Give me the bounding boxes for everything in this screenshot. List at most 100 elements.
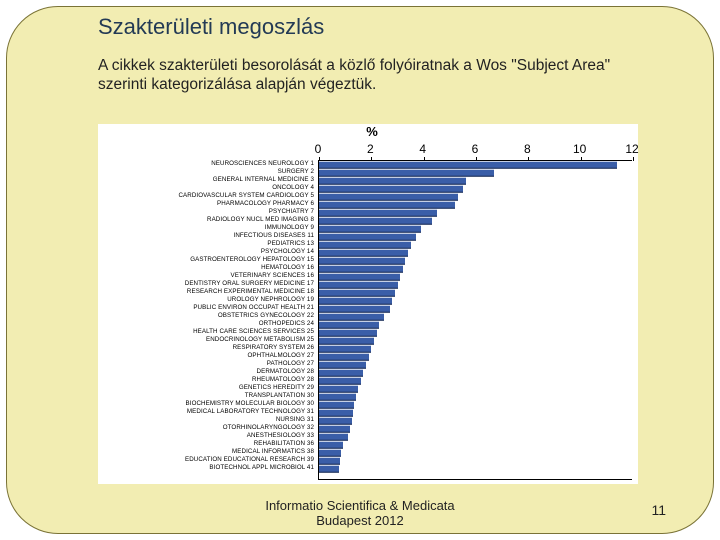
category-label: RHEUMATOLOGY 28 [252, 377, 314, 383]
category-label: BIOCHEMISTRY MOLECULAR BIOLOGY 30 [186, 401, 314, 407]
bar [319, 458, 340, 465]
tick-mark [424, 157, 425, 161]
category-labels: NEUROSCIENCES NEUROLOGY 1 SURGERY 2 GENERA… [98, 160, 316, 480]
category-label: ORTHOPEDICS 24 [259, 321, 314, 327]
tick-label: 6 [472, 142, 479, 156]
category-label: INFECTIOUS DISEASES 11 [234, 233, 314, 239]
chart: % 024681012 NEUROSCIENCES NEUROLOGY 1SUR… [98, 124, 638, 484]
bar [319, 378, 361, 385]
tick-mark [476, 157, 477, 161]
tick-mark [581, 157, 582, 161]
category-label: ENDOCRINOLOGY METABOLISM 25 [206, 337, 314, 343]
tick-label: 2 [367, 142, 374, 156]
bar [319, 298, 392, 305]
category-label: DENTISTRY ORAL SURGERY MEDICINE 17 [185, 281, 314, 287]
bar [319, 354, 369, 361]
bar [319, 426, 350, 433]
footer-line1: Informatio Scientifica & Medicata [265, 498, 454, 513]
category-label: OTORHINOLARYNGOLOGY 32 [223, 425, 314, 431]
tick-mark [528, 157, 529, 161]
tick-label: 0 [315, 142, 322, 156]
bar [319, 226, 421, 233]
category-label: MEDICAL INFORMATICS 38 [232, 449, 314, 455]
category-label: HEMATOLOGY 16 [261, 265, 314, 271]
category-label: PHARMACOLOGY PHARMACY 6 [217, 201, 314, 207]
bar [319, 394, 356, 401]
bar [319, 258, 405, 265]
category-label: CARDIOVASCULAR SYSTEM CARDIOLOGY 5 [178, 193, 314, 199]
tick-row: 024681012 [98, 142, 638, 156]
bar [319, 402, 354, 409]
category-label: PSYCHIATRY 7 [269, 209, 314, 215]
category-label: NURSING 31 [276, 417, 314, 423]
page-number: 11 [651, 502, 666, 518]
slide: Szakterületi megoszlás A cikkek szakterü… [0, 0, 720, 540]
bar [319, 346, 371, 353]
bar [319, 450, 341, 457]
category-label: RESPIRATORY SYSTEM 26 [233, 345, 314, 351]
category-label: OBSTETRICS GYNECOLOGY 22 [218, 313, 314, 319]
bar [319, 306, 390, 313]
category-label: REHABILITATION 36 [254, 441, 314, 447]
bar [319, 290, 395, 297]
bar [319, 322, 379, 329]
bar [319, 410, 353, 417]
bar [319, 210, 437, 217]
bar [319, 274, 400, 281]
category-label: HEALTH CARE SCIENCES SERVICES 25 [193, 329, 314, 335]
category-label: VETERINARY SCIENCES 16 [231, 273, 314, 279]
category-label: IMMUNOLOGY 9 [265, 225, 314, 231]
category-label: DERMATOLOGY 28 [257, 369, 314, 375]
footer-line2: Budapest 2012 [316, 513, 403, 528]
category-label: NEUROSCIENCES NEUROLOGY 1 [211, 161, 314, 167]
bar [319, 434, 348, 441]
subtitle: A cikkek szakterületi besorolását a közl… [98, 56, 618, 95]
category-label: OPHTHALMOLOGY 27 [248, 353, 314, 359]
bar [319, 170, 494, 177]
bar [319, 418, 352, 425]
category-label: GENETICS HEREDITY 29 [239, 385, 314, 391]
bar [319, 466, 339, 473]
category-label: PEDIATRICS 13 [267, 241, 314, 247]
category-label: RESEARCH EXPERIMENTAL MEDICINE 18 [187, 289, 314, 295]
category-label: GENERAL INTERNAL MEDICINE 3 [213, 177, 314, 183]
category-label: BIOTECHNOL APPL MICROBIOL 41 [209, 465, 314, 471]
category-label: UROLOGY NEPHROLOGY 19 [227, 297, 314, 303]
tick-mark [633, 157, 634, 161]
category-label: PATHOLOGY 27 [267, 361, 314, 367]
category-label: TRANSPLANTATION 30 [245, 393, 314, 399]
plot-area [318, 160, 632, 480]
category-label: ANESTHESIOLOGY 33 [247, 433, 314, 439]
bar [319, 338, 374, 345]
bar [319, 234, 416, 241]
title: Szakterületi megoszlás [98, 14, 324, 40]
bar [319, 442, 343, 449]
tick-label: 10 [573, 142, 586, 156]
bar [319, 370, 363, 377]
footer: Informatio Scientifica & Medicata Budape… [0, 498, 720, 528]
category-label: PUBLIC ENVIRON OCCUPAT HEALTH 21 [193, 305, 314, 311]
bar [319, 314, 384, 321]
category-label: MEDICAL LABORATORY TECHNOLOGY 31 [187, 409, 314, 415]
tick-label: 4 [419, 142, 426, 156]
bar [319, 178, 466, 185]
bar [319, 186, 463, 193]
category-label: ONCOLOGY 4 [272, 185, 314, 191]
tick-label: 8 [524, 142, 531, 156]
category-label: SURGERY 2 [278, 169, 314, 175]
bar [319, 242, 411, 249]
category-label: EDUCATION EDUCATIONAL RESEARCH 39 [185, 457, 314, 463]
bar [319, 266, 403, 273]
axis-title: % [102, 124, 642, 139]
bar [319, 330, 377, 337]
category-label: GASTROENTEROLOGY HEPATOLOGY 15 [190, 257, 314, 263]
bar [319, 194, 458, 201]
category-label: RADIOLOGY NUCL MED IMAGING 8 [207, 217, 314, 223]
bar [319, 250, 408, 257]
bar [319, 282, 398, 289]
tick-mark [319, 157, 320, 161]
bar [319, 202, 455, 209]
bar [319, 362, 366, 369]
bar [319, 162, 617, 169]
bar [319, 386, 358, 393]
